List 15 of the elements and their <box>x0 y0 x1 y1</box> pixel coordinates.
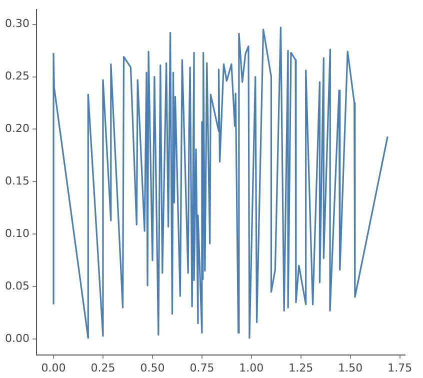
x-tick-label: 1.50 <box>338 361 363 374</box>
x-tick-label: 1.25 <box>288 361 314 374</box>
x-tick-label: 0.75 <box>190 361 214 374</box>
y-tick-label: 0.30 <box>4 17 30 30</box>
x-tick-label: 0.00 <box>41 361 66 374</box>
x-tick-label: 1.00 <box>239 361 264 374</box>
y-tick-label: 0.10 <box>4 226 30 240</box>
x-tick-label: 0.50 <box>140 361 165 374</box>
y-tick-label: 0.00 <box>4 332 30 345</box>
x-tick-label: 0.25 <box>90 361 116 374</box>
y-tick-label: 0.05 <box>4 279 30 292</box>
y-tick-label: 0.20 <box>4 122 30 136</box>
x-tick-label: 1.75 <box>388 361 412 374</box>
y-tick-label: 0.25 <box>4 70 30 83</box>
y-tick-label: 0.15 <box>4 174 30 188</box>
